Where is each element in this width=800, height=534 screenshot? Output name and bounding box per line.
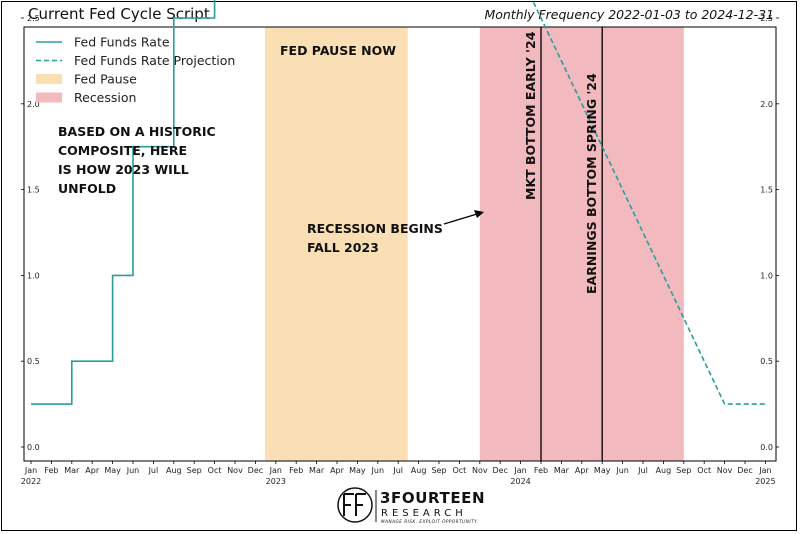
x-tick-label: Jan xyxy=(758,466,771,475)
x-tick-label: Jul xyxy=(392,466,403,475)
x-tick-label: Jun xyxy=(615,466,629,475)
x-tick-label: Oct xyxy=(208,466,222,475)
x-tick-label: Apr xyxy=(575,466,590,475)
legend-swatch-recession xyxy=(36,92,62,103)
x-tick-label: Jan xyxy=(513,466,526,475)
x-year-label: 2024 xyxy=(510,477,530,486)
plot-area-border xyxy=(23,26,777,462)
logo-circle-icon xyxy=(337,487,373,523)
vertical-line-label: EARNINGS BOTTOM SPRING '24 xyxy=(584,73,599,294)
x-tick-label: Nov xyxy=(227,466,243,475)
y-tick-label-right: 2.0 xyxy=(760,100,773,109)
chart-subtitle: Monthly Frequency 2022-01-03 to 2024-12-… xyxy=(484,7,774,22)
x-tick-label: Sep xyxy=(187,466,202,475)
x-tick-label: Jan xyxy=(269,466,282,475)
x-tick-label: Mar xyxy=(309,466,325,475)
logo-mark-icon xyxy=(343,493,366,516)
x-tick-label: Nov xyxy=(717,466,733,475)
series-line-fed-funds-rate-projection xyxy=(531,0,766,405)
y-tick-label-left: 1.5 xyxy=(27,186,40,195)
shaded-region-recession xyxy=(479,27,684,461)
x-tick-label: Jan xyxy=(24,466,37,475)
logo-main-text: 3FOURTEEN xyxy=(380,489,485,507)
annotation-recession-line: FALL 2023 xyxy=(307,240,379,255)
legend-label: Fed Funds Rate xyxy=(74,35,170,50)
x-tick-label: Jul xyxy=(637,466,648,475)
x-tick-label: Dec xyxy=(248,466,263,475)
legend-label: Recession xyxy=(74,90,136,105)
y-tick-label-right: 1.0 xyxy=(760,271,773,280)
annotation-composite-line: UNFOLD xyxy=(58,181,116,196)
x-tick-label: Feb xyxy=(534,466,548,475)
x-tick-label: May xyxy=(594,466,611,475)
annotation-recession-line: RECESSION BEGINS xyxy=(307,221,443,236)
y-tick-label-left: 1.0 xyxy=(27,271,40,280)
x-tick-label: Apr xyxy=(85,466,100,475)
y-tick-label-left: 0.5 xyxy=(27,357,40,366)
x-tick-label: Mar xyxy=(64,466,80,475)
x-tick-label: Aug xyxy=(411,466,427,475)
annotation-composite-line: BASED ON A HISTORIC xyxy=(58,124,216,139)
y-tick-label-left: 2.5 xyxy=(27,14,40,23)
x-tick-label: Apr xyxy=(330,466,345,475)
x-tick-label: Feb xyxy=(44,466,58,475)
x-tick-label: Dec xyxy=(492,466,507,475)
x-tick-label: Oct xyxy=(452,466,466,475)
chart-title: Current Fed Cycle Script xyxy=(28,5,210,23)
y-tick-label-right: 1.5 xyxy=(760,186,773,195)
x-tick-label: Nov xyxy=(472,466,488,475)
x-tick-label: Aug xyxy=(166,466,182,475)
x-tick-label: Jun xyxy=(126,466,140,475)
vertical-line-label: MKT BOTTOM EARLY '24 xyxy=(523,31,538,200)
x-tick-label: Sep xyxy=(676,466,691,475)
y-tick-label-left: 2.0 xyxy=(27,100,40,109)
annotation-composite-line: IS HOW 2023 WILL xyxy=(58,162,189,177)
annotation-arrow-shaft xyxy=(443,213,478,225)
legend-label: Fed Funds Rate Projection xyxy=(74,53,235,68)
x-tick-label: May xyxy=(349,466,366,475)
annotation-fed-pause: FED PAUSE NOW xyxy=(280,43,396,58)
x-tick-label: Mar xyxy=(554,466,570,475)
x-year-label: 2023 xyxy=(266,477,286,486)
y-tick-label-left: 0.0 xyxy=(27,443,40,452)
x-year-label: 2022 xyxy=(21,477,41,486)
x-tick-label: Sep xyxy=(431,466,446,475)
shaded-region-fed-pause xyxy=(264,27,408,461)
y-tick-label-right: 0.5 xyxy=(760,357,773,366)
logo-sub-text: RESEARCH xyxy=(381,508,467,519)
legend-label: Fed Pause xyxy=(74,72,137,87)
legend-swatch-fed-pause xyxy=(36,74,62,84)
x-year-label: 2025 xyxy=(755,477,775,486)
y-tick-label-right: 2.5 xyxy=(760,14,773,23)
logo-tagline-text: MANAGE RISK. EXPLOIT OPPORTUNITY. xyxy=(381,519,479,524)
x-tick-label: Aug xyxy=(656,466,672,475)
x-tick-label: May xyxy=(104,466,121,475)
x-tick-label: Oct xyxy=(697,466,711,475)
x-tick-label: Feb xyxy=(289,466,303,475)
annotation-arrow-head xyxy=(474,210,484,218)
annotation-composite-line: COMPOSITE, HERE xyxy=(58,143,187,158)
x-tick-label: Dec xyxy=(737,466,752,475)
x-tick-label: Jun xyxy=(371,466,385,475)
series-line-fed-funds-rate xyxy=(31,0,216,405)
y-tick-label-right: 0.0 xyxy=(760,443,773,452)
x-tick-label: Jul xyxy=(148,466,159,475)
